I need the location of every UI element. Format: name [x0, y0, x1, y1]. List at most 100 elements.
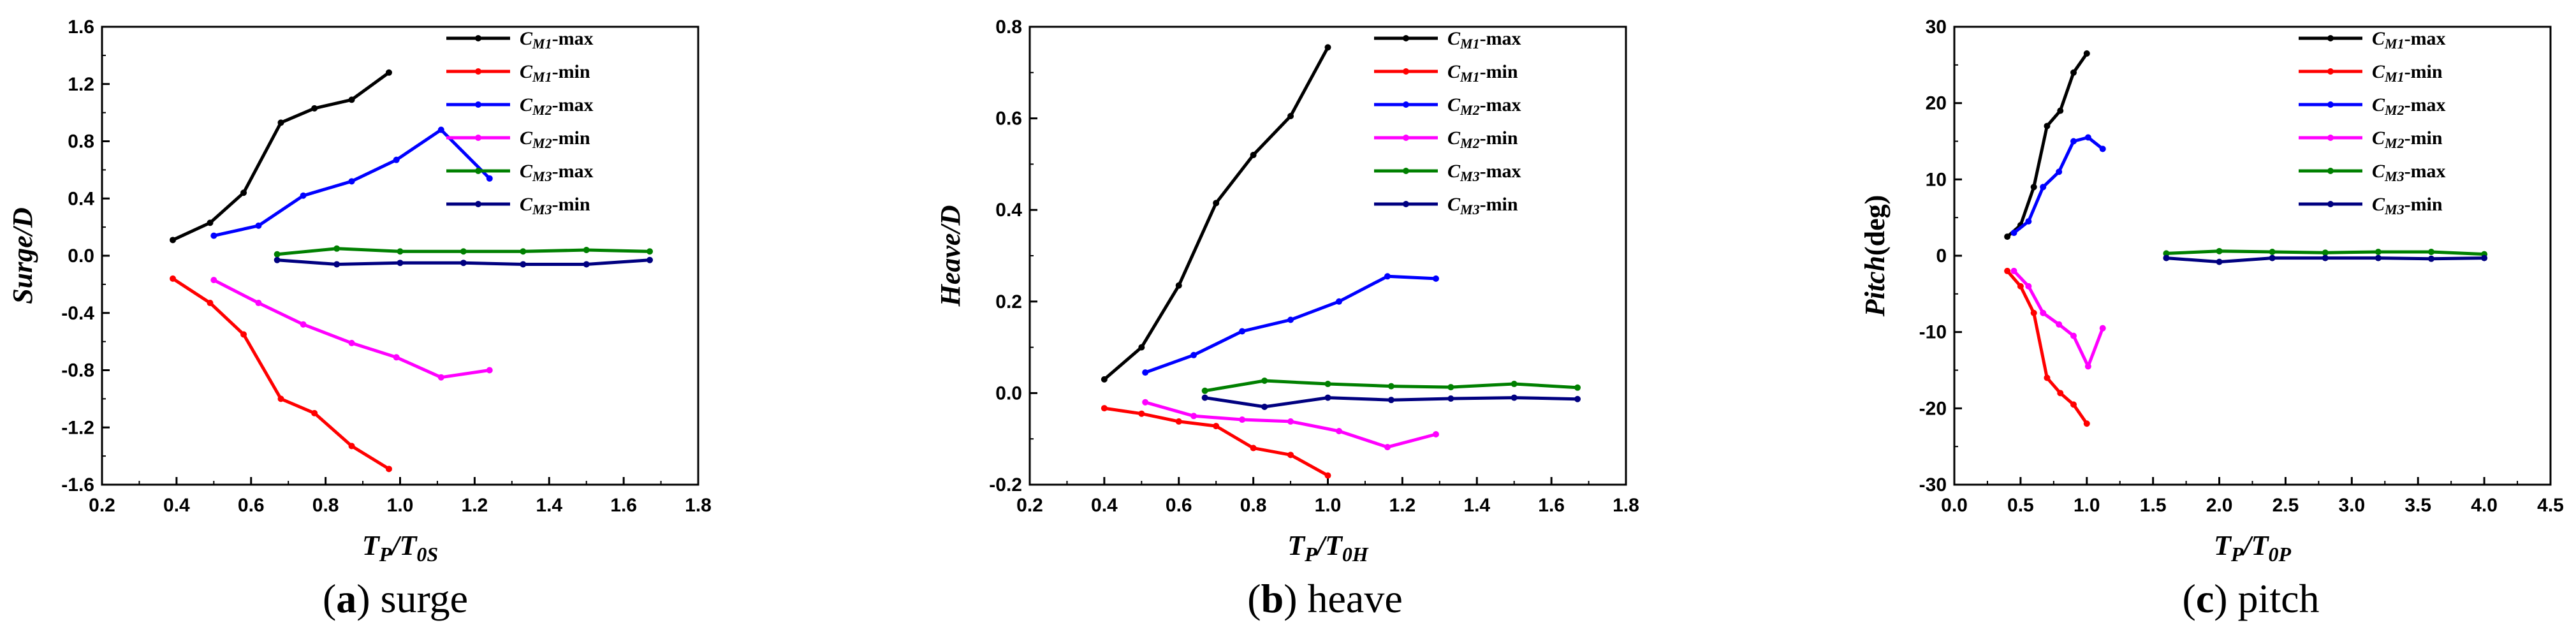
pitch-x-tick-label: 2.0 [2206, 495, 2233, 516]
pitch-data-point [2428, 255, 2434, 262]
surge-series-CM1-max [170, 69, 392, 244]
pitch-y-tick-label: -20 [1919, 398, 1947, 419]
legend-marker [475, 201, 481, 207]
heave-data-point [1336, 298, 1343, 305]
heave-y-axis-title: Heave/D [935, 205, 966, 307]
pitch-data-point [2057, 390, 2064, 397]
heave-data-point [1213, 200, 1220, 207]
surge-data-point [300, 321, 307, 328]
surge-y-tick-label: 0.4 [68, 188, 94, 209]
surge-y-tick-label: 1.6 [68, 17, 94, 38]
pitch-series-CM1-max [2004, 50, 2090, 240]
surge-x-axis-title: TP/T0S [362, 530, 438, 566]
heave-data-point [1387, 397, 1394, 404]
heave-data-point [1324, 472, 1331, 479]
heave-legend-label: CM3-min [1447, 194, 1518, 217]
pitch-plot-frame [1953, 26, 2552, 486]
surge-data-point [520, 261, 527, 268]
pitch-data-point [2010, 230, 2017, 237]
surge-data-point [348, 178, 355, 185]
surge-x-tick-label: 1.8 [685, 495, 712, 516]
pitch-legend-label: CM3-min [2372, 194, 2443, 217]
heave-x-tick-label: 1.0 [1315, 495, 1342, 516]
heave-data-point [1175, 418, 1182, 425]
pitch-data-point [2099, 325, 2106, 332]
surge-x-tick-label: 1.2 [462, 495, 488, 516]
pitch-series-CM1-min [2004, 267, 2090, 427]
pitch-x-axis-title: TP/T0P [2214, 530, 2292, 566]
pitch-legend-item: CM3-min [2299, 194, 2443, 217]
pitch-legend-label: CM1-max [2372, 28, 2446, 52]
heave-data-point [1324, 44, 1331, 51]
heave-data-point [1287, 316, 1294, 323]
surge-x-tick-label: 0.8 [312, 495, 339, 516]
heave-data-point [1261, 378, 1268, 385]
heave-data-point [1324, 381, 1331, 388]
heave-x-tick-label: 1.6 [1538, 495, 1565, 516]
pitch-data-point [2025, 218, 2032, 225]
heave-data-point [1101, 405, 1108, 412]
heave-legend-item: CM2-min [1374, 128, 1518, 151]
surge-data-point [240, 189, 247, 196]
surge-data-point [460, 260, 467, 267]
pitch-x-tick-label: 1.5 [2140, 495, 2167, 516]
heave-data-point [1239, 416, 1246, 423]
pitch-data-point [2025, 283, 2032, 290]
pitch-series-line [2006, 52, 2088, 238]
pitch-y-tick-label: -10 [1919, 322, 1947, 343]
pitch-series-line [2006, 270, 2088, 425]
pitch-legend-label: CM3-max [2372, 161, 2446, 184]
legend-marker [2327, 201, 2334, 207]
pitch-data-point [2030, 184, 2037, 191]
heave-data-point [1250, 152, 1257, 159]
pitch-data-point [2010, 267, 2017, 274]
surge-legend-item: CM3-max [446, 161, 594, 184]
surge-data-point [437, 374, 444, 381]
surge-data-point [393, 354, 400, 361]
pitch-data-point [2269, 254, 2276, 261]
heave-y-tick-label: 0.8 [995, 17, 1022, 38]
pitch-series-CM3-max [2163, 247, 2488, 258]
heave-y-tick-label: -0.2 [989, 474, 1022, 496]
surge-legend-item: CM3-min [446, 194, 590, 217]
heave-legend-label: CM3-max [1447, 161, 1521, 184]
heave-series-line [1145, 400, 1437, 449]
surge-x-tick-label: 0.4 [163, 495, 190, 516]
surge-data-point [437, 126, 444, 133]
heave-x-tick-label: 0.6 [1166, 495, 1192, 516]
pitch-x-tick-label: 3.5 [2404, 495, 2431, 516]
surge-data-point [647, 256, 654, 263]
surge-data-point [397, 260, 404, 267]
surge-data-point [583, 261, 590, 268]
legend-marker [2327, 68, 2334, 75]
heave-series-CM2-max [1142, 273, 1439, 376]
surge-x-tick-label: 1.4 [536, 495, 562, 516]
pitch-y-tick-label: 0 [1936, 246, 1947, 267]
heave-data-point [1101, 376, 1108, 383]
heave-x-tick-label: 0.8 [1240, 495, 1267, 516]
heave-x-axis-title: TP/T0H [1287, 530, 1369, 566]
pitch-data-point [2269, 249, 2276, 256]
surge-y-tick-label: -1.2 [61, 417, 94, 438]
legend-marker [1403, 168, 1409, 174]
heave-x-tick-label: 1.4 [1463, 495, 1490, 516]
surge-x-tick-label: 0.2 [89, 495, 115, 516]
surge-data-point [348, 443, 355, 450]
surge-data-point [274, 256, 281, 263]
legend-marker [1403, 201, 1409, 207]
pitch-data-point [2084, 134, 2091, 141]
pitch-data-point [2163, 250, 2170, 257]
heave-data-point [1324, 394, 1331, 401]
surge-legend-label: CM2-min [520, 128, 590, 151]
surge-series-CM3-max [274, 245, 654, 258]
surge-data-point [311, 409, 318, 416]
pitch-series-CM2-min [2010, 267, 2106, 370]
heave-data-point [1387, 383, 1394, 390]
pitch-data-point [2044, 122, 2051, 129]
heave-data-point [1201, 394, 1208, 401]
surge-data-point [647, 248, 654, 255]
heave-series-CM2-min [1142, 399, 1439, 451]
pitch-data-point [2216, 258, 2223, 265]
pitch-data-point [2070, 138, 2077, 145]
